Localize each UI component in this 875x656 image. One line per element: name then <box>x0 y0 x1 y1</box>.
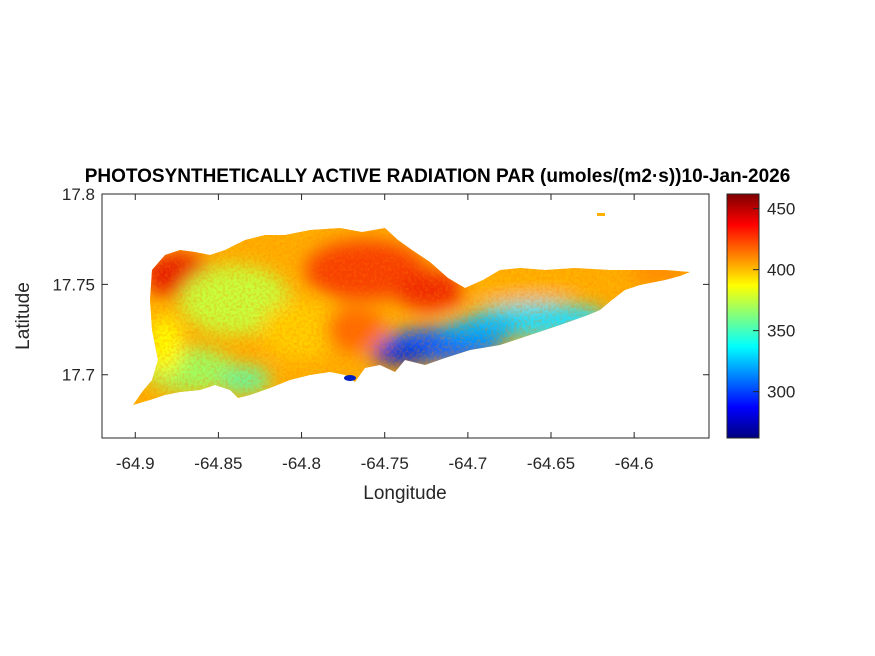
colorbar-tick-label: 350 <box>767 322 795 341</box>
colorbar <box>726 193 760 439</box>
y-axis-ticks: 17.7 17.75 17.8 <box>52 185 709 385</box>
x-tick-label: -64.8 <box>282 454 321 473</box>
x-tick-label: -64.65 <box>527 454 575 473</box>
cay-north <box>597 213 605 216</box>
y-axis-label: Latitude <box>13 282 34 350</box>
x-axis-ticks: -64.9 -64.85 -64.8 -64.75 -64.7 -64.65 -64.6 <box>116 194 654 473</box>
colorbar-tick-label: 400 <box>767 261 795 280</box>
x-tick-label: -64.85 <box>194 454 242 473</box>
y-tick-label: 17.7 <box>62 366 95 385</box>
y-tick-label: 17.8 <box>62 185 95 204</box>
x-tick-label: -64.9 <box>116 454 155 473</box>
x-axis-label: Longitude <box>363 483 446 504</box>
x-tick-label: -64.6 <box>615 454 654 473</box>
colorbar-ticks: 300 350 400 450 <box>753 200 795 402</box>
colorbar-tick-label: 300 <box>767 383 795 402</box>
x-tick-label: -64.75 <box>361 454 409 473</box>
x-tick-label: -64.7 <box>448 454 487 473</box>
colorbar-tick-label: 450 <box>767 200 795 219</box>
cay-south <box>344 375 356 381</box>
chart-title: PHOTOSYNTHETICALLY ACTIVE RADIATION PAR … <box>84 166 791 187</box>
y-tick-label: 17.75 <box>52 275 95 294</box>
